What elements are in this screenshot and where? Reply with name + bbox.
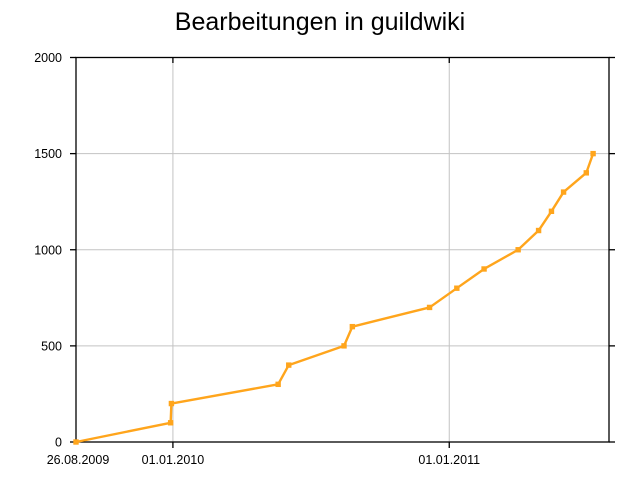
data-point-800 [454,285,460,291]
data-point-500 [341,343,347,349]
x-axis-label-26.08.2009: 26.08.2009 [47,453,110,467]
x-axis-label-01.01.2010: 01.01.2010 [142,453,205,467]
data-point-200 [168,400,175,407]
data-point-1100 [535,227,542,234]
data-point-700 [426,304,433,311]
data-point-1200 [548,208,555,214]
data-point-900 [481,266,487,272]
data-point-1500 [590,150,596,157]
data-point-1000 [515,247,521,253]
data-point-400 [286,362,292,368]
x-axis-label-01.01.2011: 01.01.2011 [418,453,480,467]
data-line-Bearbeitungen [75,153,595,444]
y-axis-label-2000: 2000 [34,51,62,65]
y-axis-label-1500: 1500 [34,147,62,161]
data-point-600 [349,323,356,330]
data-point-1300 [560,189,567,195]
data-point-0 [73,439,79,445]
y-axis-label-0: 0 [55,436,62,450]
y-axis-label-1000: 1000 [34,243,62,257]
data-point-100 [167,420,174,426]
y-axis-label-500: 500 [41,339,62,353]
data-point-1400 [583,170,589,176]
chart-title: Bearbeitungen in guildwiki [174,8,466,36]
data-point-300 [275,381,281,388]
